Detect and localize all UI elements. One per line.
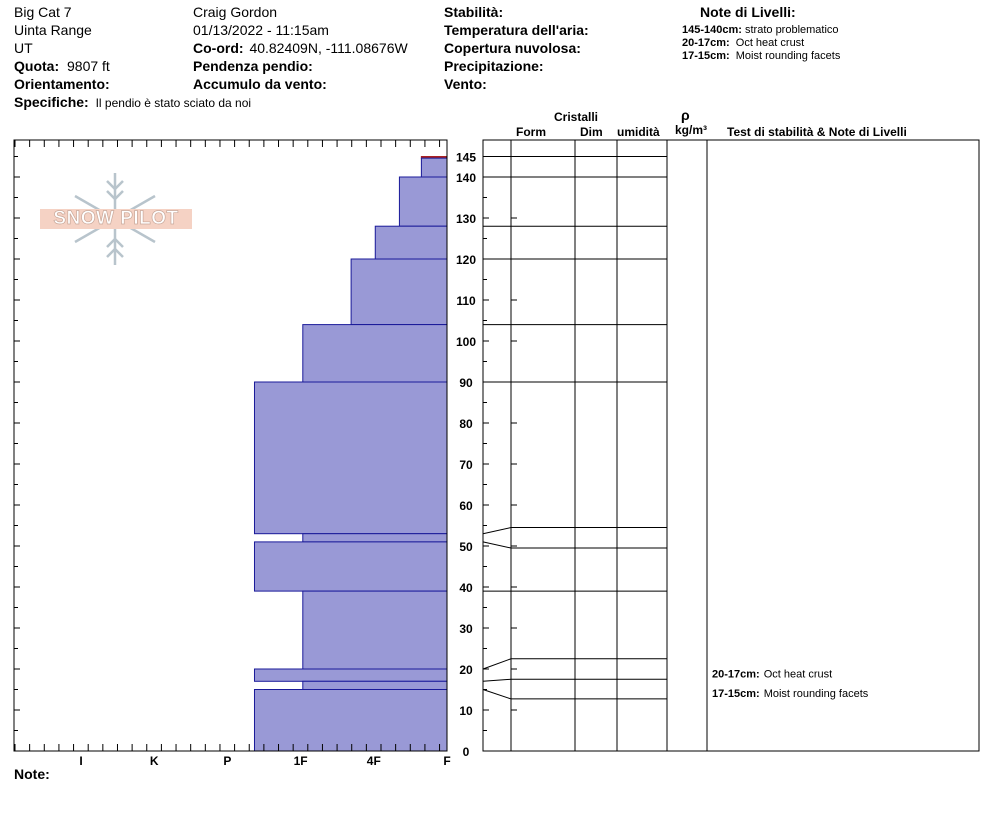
hardness-tick-label: 4F xyxy=(367,754,381,768)
site-name: Big Cat 7 xyxy=(14,4,72,20)
layer-notes-title: Note di Livelli: xyxy=(700,4,796,20)
hardness-layer xyxy=(253,541,448,592)
air-temp-label: Temperatura dell'aria: xyxy=(444,22,589,38)
height-tick-label: 30 xyxy=(459,622,473,636)
slope-label: Pendenza pendio: xyxy=(193,58,313,74)
height-tick-label: 60 xyxy=(459,499,473,513)
crystals-header: Cristalli xyxy=(554,110,599,124)
layer-connector xyxy=(482,541,512,549)
layer-connector xyxy=(482,658,512,670)
stability-note: 17-15cm: Moist rounding facets xyxy=(712,688,869,700)
hardness-tick-label: 1F xyxy=(294,754,308,768)
logo-text: SNOW PILOT xyxy=(53,208,179,229)
specifics: Specifiche: Il pendio è stato sciato da … xyxy=(14,94,251,110)
coord-label: Co-ord: xyxy=(193,40,244,56)
stability-notes-header: Test di stabilità & Note di Livelli xyxy=(727,125,907,139)
stability-label: Stabilità: xyxy=(444,4,504,20)
hardness-tick-label: K xyxy=(150,754,159,768)
specifics-value: Il pendio è stato sciato da noi xyxy=(95,96,252,110)
snowflake-icon xyxy=(40,173,192,265)
height-tick-label: 20 xyxy=(459,663,473,677)
hardness-layer xyxy=(420,157,448,178)
layer-connector xyxy=(482,689,512,700)
density-symbol: ρ xyxy=(681,107,690,123)
layer-note: 145-140cm: strato problematico xyxy=(682,24,839,36)
hardness-tick-label: I xyxy=(79,754,82,768)
hardness-layer xyxy=(253,668,448,682)
hardness-layer xyxy=(398,176,448,227)
elevation-value: 9807 ft xyxy=(67,58,110,74)
elevation: Quota: 9807 ft xyxy=(14,58,110,74)
height-tick-label: 140 xyxy=(456,171,476,185)
form-header: Form xyxy=(516,125,546,139)
hardness-tick-label: F xyxy=(443,754,450,768)
observer-name: Craig Gordon xyxy=(193,4,278,20)
hardness-layer xyxy=(302,680,448,690)
hardness-layer xyxy=(253,381,448,535)
hardness-axis: I K P 1F 4F F xyxy=(14,140,451,768)
height-tick-label: 120 xyxy=(456,253,476,267)
stability-notes: 20-17cm: Oct heat crust 17-15cm: Moist roun… xyxy=(712,668,869,700)
height-tick-label: 10 xyxy=(459,704,473,718)
moisture-header: umidità xyxy=(617,125,660,139)
height-tick-label: 80 xyxy=(459,417,473,431)
hardness-layer xyxy=(302,533,448,543)
precip-label: Precipitazione: xyxy=(444,58,544,74)
hardness-plot-frame xyxy=(13,139,448,752)
height-tick-label: 130 xyxy=(456,212,476,226)
wind-loading-label: Accumulo da vento: xyxy=(193,76,327,92)
stability-note: 20-17cm: Oct heat crust xyxy=(712,668,832,680)
height-tick-label: 70 xyxy=(459,458,473,472)
hardness-tick-label: P xyxy=(223,754,231,768)
layer-connector xyxy=(482,527,512,535)
hardness-layer xyxy=(374,225,448,260)
coord-value: 40.82409N, -111.08676W xyxy=(249,40,408,56)
layer-boundaries xyxy=(482,156,667,700)
layer-note: 20-17cm: Oct heat crust xyxy=(682,37,805,49)
hardness-profile xyxy=(253,156,448,752)
layer-note: 17-15cm: Moist rounding facets xyxy=(682,50,841,62)
height-tick-label: 100 xyxy=(456,335,476,349)
height-tick-label: 50 xyxy=(459,540,473,554)
aspect-label: Orientamento: xyxy=(14,76,110,92)
hardness-layer xyxy=(350,258,448,326)
density-unit: kg/m³ xyxy=(675,123,708,137)
notes-label: Note: xyxy=(14,766,50,782)
coordinates: Co-ord: 40.82409N, -111.08676W xyxy=(193,40,408,56)
snowpilot-logo: SNOW PILOT xyxy=(38,170,194,270)
cloud-label: Copertura nuvolosa: xyxy=(444,40,581,56)
layer-connector xyxy=(482,678,512,682)
height-tick-label: 40 xyxy=(459,581,473,595)
datetime: 01/13/2022 - 11:15am xyxy=(193,22,329,38)
hardness-layer xyxy=(253,689,448,752)
height-tick-label: 0 xyxy=(463,745,470,759)
hardness-layer xyxy=(302,324,448,383)
size-header: Dim xyxy=(580,125,603,139)
crystal-table-frame xyxy=(482,139,980,752)
range-name: Uinta Range xyxy=(14,22,92,38)
height-tick-label: 145 xyxy=(456,151,476,165)
specifics-label: Specifiche: xyxy=(14,94,89,110)
height-tick-label: 110 xyxy=(456,294,476,308)
wind-label: Vento: xyxy=(444,76,487,92)
height-axis: 0 10 20 30 40 50 60 70 80 90 100 110 120 130 140 145 xyxy=(14,151,517,759)
hardness-layer xyxy=(302,590,448,670)
elevation-label: Quota: xyxy=(14,58,60,74)
height-tick-label: 90 xyxy=(459,376,473,390)
state-name: UT xyxy=(14,40,33,56)
